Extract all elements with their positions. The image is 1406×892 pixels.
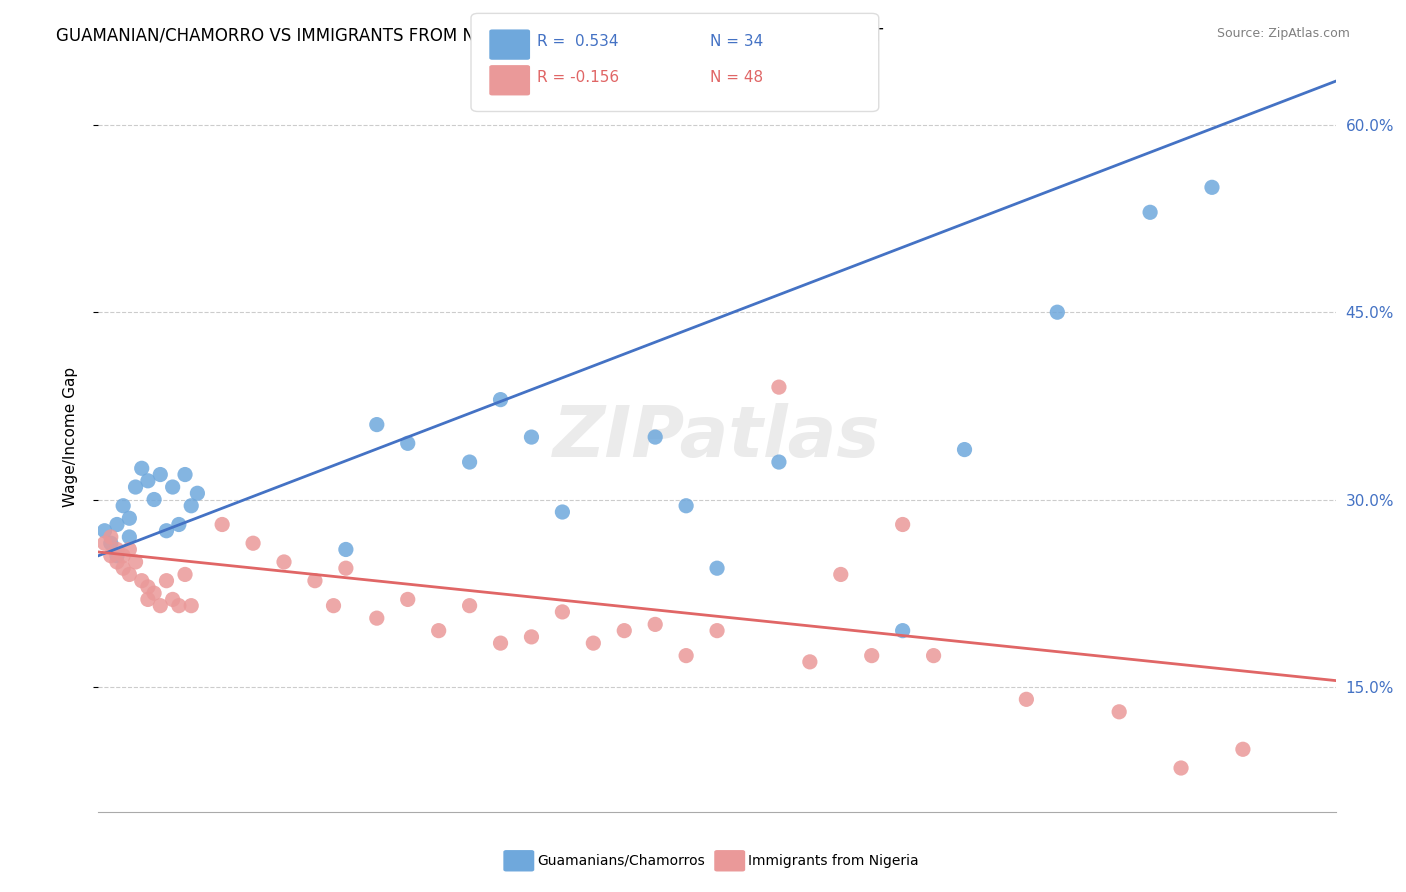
Text: GUAMANIAN/CHAMORRO VS IMMIGRANTS FROM NIGERIA WAGE/INCOME GAP CORRELATION CHART: GUAMANIAN/CHAMORRO VS IMMIGRANTS FROM NI… [56, 27, 883, 45]
Point [551, 505, 574, 519]
Point [1170, 761, 1192, 775]
Point [149, 599, 172, 613]
Point [242, 536, 264, 550]
Point [891, 624, 914, 638]
Point [174, 567, 197, 582]
Point [396, 592, 419, 607]
Point [112, 561, 135, 575]
Text: Source: ZipAtlas.com: Source: ZipAtlas.com [1216, 27, 1350, 40]
Point [143, 586, 166, 600]
Point [396, 436, 419, 450]
Point [335, 542, 357, 557]
Point [167, 599, 190, 613]
Point [322, 599, 344, 613]
Point [335, 561, 357, 575]
Point [1108, 705, 1130, 719]
Point [830, 567, 852, 582]
Point [124, 480, 146, 494]
Point [551, 605, 574, 619]
Point [644, 430, 666, 444]
Point [100, 549, 122, 563]
Point [167, 517, 190, 532]
Point [211, 517, 233, 532]
Point [489, 392, 512, 407]
Point [105, 542, 128, 557]
Point [427, 624, 450, 638]
Point [118, 567, 141, 582]
Point [613, 624, 636, 638]
Point [768, 455, 790, 469]
Text: R =  0.534: R = 0.534 [537, 35, 619, 49]
Point [520, 630, 543, 644]
Text: ZIPatlas: ZIPatlas [554, 402, 880, 472]
Point [124, 555, 146, 569]
Point [366, 417, 388, 432]
Point [136, 592, 159, 607]
Point [105, 517, 128, 532]
Point [860, 648, 883, 663]
Point [675, 648, 697, 663]
Point [136, 580, 159, 594]
Point [162, 592, 184, 607]
Point [93, 536, 115, 550]
Point [768, 380, 790, 394]
Point [118, 530, 141, 544]
Point [1046, 305, 1069, 319]
Point [520, 430, 543, 444]
Point [799, 655, 821, 669]
Point [644, 617, 666, 632]
Point [1232, 742, 1254, 756]
Point [489, 636, 512, 650]
Point [1015, 692, 1038, 706]
Point [155, 524, 177, 538]
Point [180, 599, 202, 613]
Point [149, 467, 172, 482]
Point [706, 624, 728, 638]
Point [304, 574, 326, 588]
Point [174, 467, 197, 482]
Point [100, 530, 122, 544]
Point [105, 555, 128, 569]
Point [922, 648, 945, 663]
Text: Immigrants from Nigeria: Immigrants from Nigeria [748, 854, 918, 868]
Point [458, 599, 481, 613]
Point [118, 511, 141, 525]
Point [105, 549, 128, 563]
Point [706, 561, 728, 575]
Text: N = 48: N = 48 [710, 70, 763, 85]
Point [136, 474, 159, 488]
Point [131, 574, 153, 588]
Text: Guamanians/Chamorros: Guamanians/Chamorros [537, 854, 704, 868]
Point [1201, 180, 1223, 194]
Point [155, 574, 177, 588]
Point [112, 549, 135, 563]
Point [186, 486, 208, 500]
Point [112, 499, 135, 513]
Point [131, 461, 153, 475]
Point [366, 611, 388, 625]
Point [458, 455, 481, 469]
Point [675, 499, 697, 513]
Point [1139, 205, 1161, 219]
Point [143, 492, 166, 507]
Point [100, 536, 122, 550]
Point [273, 555, 295, 569]
Text: N = 34: N = 34 [710, 35, 763, 49]
Point [118, 542, 141, 557]
Point [953, 442, 976, 457]
Point [180, 499, 202, 513]
Point [582, 636, 605, 650]
Text: R = -0.156: R = -0.156 [537, 70, 619, 85]
Y-axis label: Wage/Income Gap: Wage/Income Gap [63, 367, 77, 508]
Point [93, 524, 115, 538]
Point [891, 517, 914, 532]
Point [162, 480, 184, 494]
